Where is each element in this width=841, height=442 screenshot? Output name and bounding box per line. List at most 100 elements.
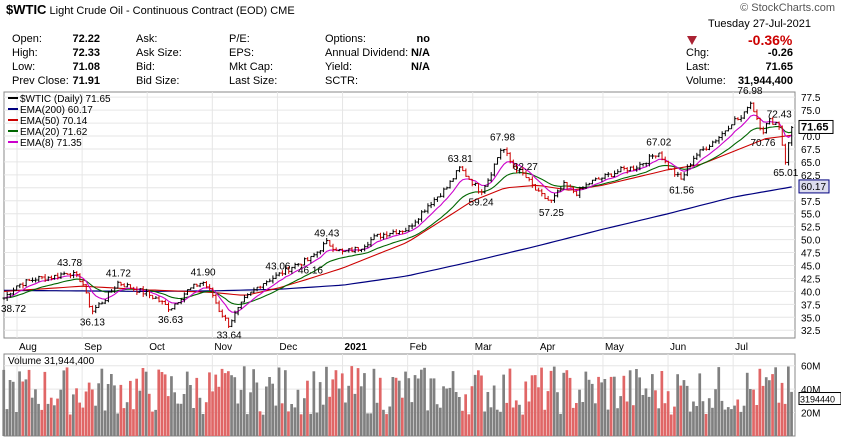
volume-bar	[774, 367, 777, 436]
volume-bar	[581, 402, 585, 436]
volume-y-tick-label: 60M	[801, 362, 820, 373]
price-y-tick-label: 52.5	[801, 223, 821, 234]
volume-bar	[777, 402, 781, 436]
price-annotation: 41.72	[106, 268, 131, 279]
quote-header: $WTIC Light Crude Oil - Continuous Contr…	[0, 0, 841, 92]
volume-bar	[258, 411, 262, 436]
volume-bar	[321, 404, 325, 436]
volume-bar	[704, 414, 708, 436]
volume-bar	[397, 380, 401, 436]
volume-bar	[59, 389, 63, 436]
high-value: 72.33	[72, 47, 100, 59]
volume-bar	[458, 397, 461, 436]
volume-bar	[657, 408, 660, 436]
volume-bar	[84, 391, 88, 436]
volume-bar	[160, 372, 164, 436]
volume-bar	[432, 378, 436, 436]
volume-bar	[514, 400, 518, 436]
volume-bar	[293, 407, 297, 436]
volume-bar	[157, 369, 161, 436]
volume-bar	[56, 398, 59, 436]
volume-bar	[154, 409, 157, 436]
volume-bar	[135, 378, 138, 436]
price-annotation: 70.76	[750, 138, 775, 149]
open-value: 72.22	[72, 33, 100, 45]
symbol: $WTIC	[6, 2, 47, 17]
volume-bar	[552, 366, 556, 436]
volume-bar	[477, 370, 480, 436]
volume-bar	[375, 402, 379, 436]
volume-bar	[442, 386, 445, 436]
volume-bar	[644, 388, 648, 436]
volume-bar	[5, 409, 9, 436]
volume-bar	[669, 414, 673, 436]
volume-bar	[268, 377, 271, 436]
volume-bar	[613, 376, 616, 436]
volume-y-tick-label: 40M	[801, 385, 820, 396]
volume-label: Volume:	[686, 75, 726, 87]
volume-bar	[518, 404, 521, 436]
change-percent: -0.36%	[748, 32, 793, 48]
volume-bar	[369, 413, 373, 436]
volume-bar	[359, 386, 363, 436]
volume-bar	[530, 375, 534, 436]
ema200-line	[4, 186, 792, 292]
volume-bar	[78, 402, 81, 436]
volume-bar	[138, 390, 142, 436]
volume-bar	[508, 368, 512, 436]
bid-size-label: Bid Size:	[136, 75, 180, 87]
volume-y-tick-label: 20M	[801, 409, 820, 420]
sctr-label: SCTR:	[325, 75, 358, 87]
volume-bar	[619, 396, 622, 436]
volume-bar	[445, 388, 448, 436]
volume-bar	[223, 373, 227, 436]
volume-bar	[100, 368, 104, 436]
volume-bar	[486, 392, 490, 436]
volume-bar	[464, 394, 467, 436]
volume-bar	[461, 410, 464, 436]
legend-label: EMA(50) 70.14	[20, 116, 88, 127]
volume-bar	[679, 385, 683, 436]
volume-bar	[749, 389, 752, 436]
month-tick-label: Mar	[475, 342, 493, 353]
ema200-tag-label: 60.17	[801, 182, 826, 193]
price-y-tick-label: 75.0	[801, 106, 821, 117]
volume-bar	[622, 375, 626, 436]
price-annotation: 57.25	[539, 208, 564, 219]
last-price-tag	[798, 119, 834, 134]
volume-bar	[236, 403, 240, 436]
ema8-line	[3, 114, 793, 313]
volume-bar	[666, 391, 670, 436]
volume-bar	[698, 373, 702, 436]
volume-bar	[420, 369, 423, 436]
volume-bar	[261, 414, 265, 436]
volume-bar	[606, 409, 610, 436]
price-annotation: 67.02	[646, 137, 671, 148]
volume-bar	[30, 397, 34, 436]
volume-bar	[227, 371, 230, 436]
volume-bar	[252, 369, 255, 436]
volume-bar	[366, 413, 369, 436]
volume-bar	[407, 378, 411, 436]
price-annotation: 62.27	[513, 162, 538, 173]
volume-bar	[454, 392, 458, 436]
volume-bar	[489, 407, 493, 436]
volume-bar	[609, 376, 613, 436]
volume-bar	[584, 371, 588, 436]
volume-bar	[141, 368, 145, 436]
volume-bar	[723, 409, 727, 436]
ask-size-label: Ask Size:	[136, 47, 182, 59]
watermark: © StockCharts.com	[740, 2, 835, 14]
month-tick-label: Oct	[149, 342, 165, 353]
volume-bar	[15, 412, 18, 436]
volume-bar	[730, 409, 733, 436]
month-tick-label: Aug	[19, 342, 37, 353]
volume-bar	[616, 408, 619, 436]
volume-bar	[325, 366, 328, 436]
volume-bar	[546, 391, 550, 436]
volume-bar	[274, 405, 278, 436]
volume-bar	[284, 370, 287, 436]
month-tick-label: Jul	[735, 342, 748, 353]
price-plot-frame	[3, 91, 796, 339]
last-value: 71.65	[765, 61, 793, 73]
